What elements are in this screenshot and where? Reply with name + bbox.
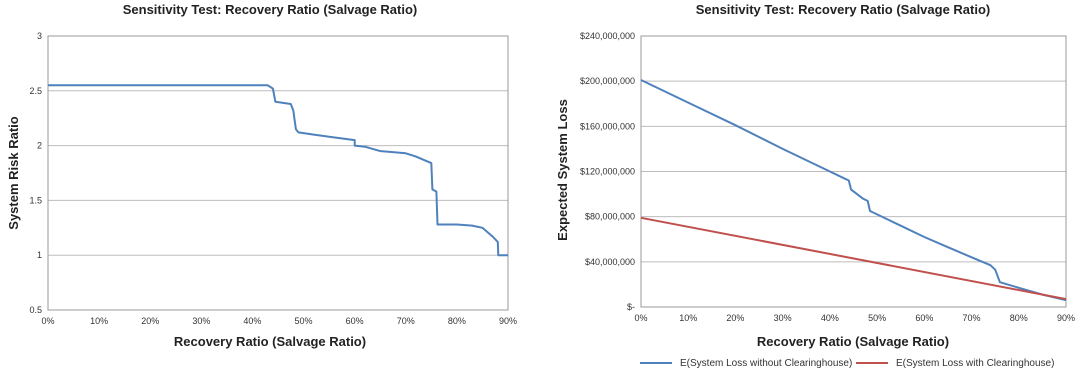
y-tick-label: $200,000,000	[580, 76, 635, 86]
x-tick-label: 30%	[774, 313, 792, 323]
legend-label: E(System Loss without Clearinghouse)	[680, 358, 852, 369]
x-axis-title: Recovery Ratio (Salvage Ratio)	[174, 334, 366, 349]
x-tick-label: 60%	[915, 313, 933, 323]
y-tick-label: 1.5	[29, 195, 42, 205]
x-tick-label: 40%	[243, 316, 261, 326]
x-tick-label: 70%	[397, 316, 415, 326]
chart-title: Sensitivity Test: Recovery Ratio (Salvag…	[696, 2, 991, 17]
y-axis-title: System Risk Ratio	[6, 116, 21, 229]
y-tick-label: $240,000,000	[580, 31, 635, 41]
x-tick-label: 50%	[868, 313, 886, 323]
x-tick-label: 50%	[295, 316, 313, 326]
y-tick-label: 2.5	[29, 86, 42, 96]
x-tick-label: 30%	[192, 316, 210, 326]
x-tick-label: 70%	[963, 313, 981, 323]
y-axis-title: Expected System Loss	[555, 99, 570, 241]
x-tick-label: 0%	[634, 313, 647, 323]
y-tick-label: 2	[37, 141, 42, 151]
chart-expected-system-loss: Sensitivity Test: Recovery Ratio (Salvag…	[555, 2, 1075, 369]
y-tick-label: $80,000,000	[585, 212, 635, 222]
plot-frame	[640, 35, 1067, 308]
y-tick-label: 0.5	[29, 305, 42, 315]
x-tick-label: 0%	[41, 316, 54, 326]
x-tick-label: 90%	[499, 316, 517, 326]
x-tick-label: 10%	[90, 316, 108, 326]
y-tick-label: 3	[37, 31, 42, 41]
series-line	[640, 79, 1067, 302]
x-tick-label: 80%	[448, 316, 466, 326]
x-tick-label: 60%	[346, 316, 364, 326]
x-tick-label: 10%	[679, 313, 697, 323]
y-tick-label: $-	[627, 302, 635, 312]
y-tick-label: $40,000,000	[585, 257, 635, 267]
x-axis-title: Recovery Ratio (Salvage Ratio)	[757, 334, 949, 349]
series-line	[48, 84, 508, 257]
x-tick-label: 40%	[821, 313, 839, 323]
x-tick-label: 20%	[726, 313, 744, 323]
legend-label: E(System Loss with Clearinghouse)	[896, 358, 1054, 369]
chart-title: Sensitivity Test: Recovery Ratio (Salvag…	[123, 2, 418, 17]
y-tick-label: $160,000,000	[580, 121, 635, 131]
series-line	[640, 216, 1067, 301]
plot-frame	[47, 35, 509, 311]
chart-system-risk-ratio: Sensitivity Test: Recovery Ratio (Salvag…	[6, 2, 517, 349]
x-tick-label: 80%	[1010, 313, 1028, 323]
y-tick-label: 1	[37, 250, 42, 260]
x-tick-label: 90%	[1057, 313, 1075, 323]
y-tick-label: $120,000,000	[580, 167, 635, 177]
x-tick-label: 20%	[141, 316, 159, 326]
